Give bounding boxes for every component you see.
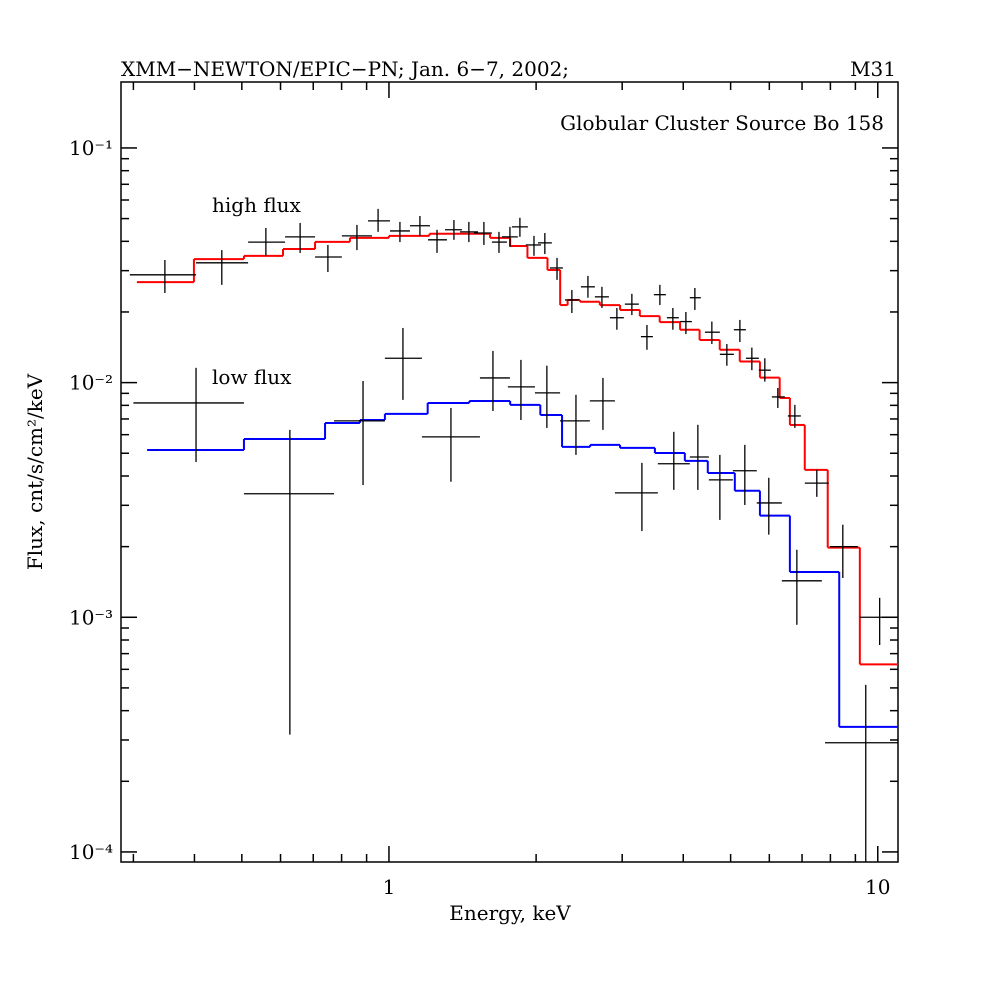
y-tick-label: 10⁻³ bbox=[69, 605, 113, 629]
y-tick-label: 10⁻⁴ bbox=[69, 840, 113, 864]
x-tick-label: 1 bbox=[383, 875, 396, 899]
x-axis-label: Energy, keV bbox=[449, 901, 571, 925]
y-tick-label: 10⁻² bbox=[69, 371, 113, 395]
x-tick-label: 10 bbox=[865, 875, 890, 899]
annotation: low flux bbox=[212, 365, 292, 389]
annotation: high flux bbox=[212, 193, 302, 217]
subtitle: Globular Cluster Source Bo 158 bbox=[560, 111, 884, 135]
chart-title: XMM−NEWTON/EPIC−PN; Jan. 6−7, 2002; bbox=[121, 57, 569, 81]
chart-title-right: M31 bbox=[850, 57, 896, 81]
plot-area bbox=[129, 208, 898, 862]
y-axis-label: Flux, cnt/s/cm²/keV bbox=[23, 373, 47, 570]
plot-frame bbox=[120, 81, 899, 863]
y-tick-label: 10⁻¹ bbox=[69, 136, 113, 160]
